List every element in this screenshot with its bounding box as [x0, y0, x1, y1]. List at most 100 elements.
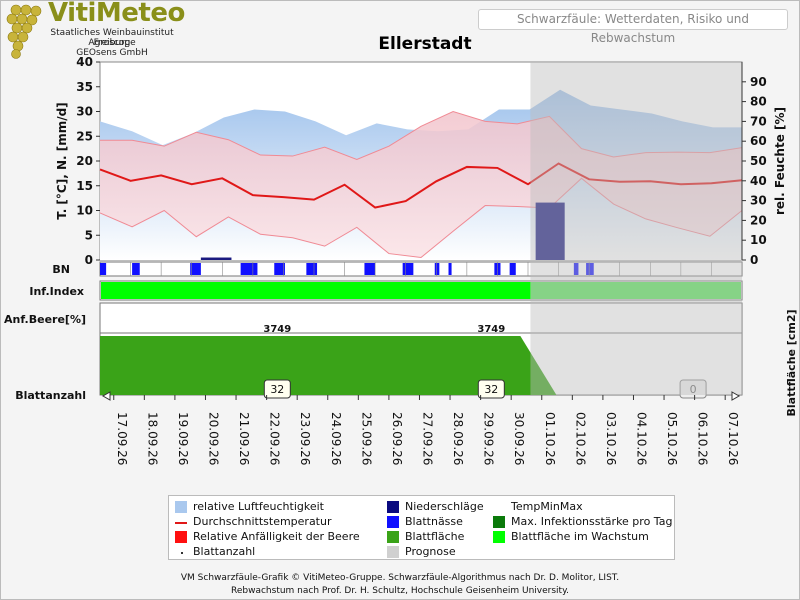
x-tick-label-22.09.26: 22.09.26	[268, 412, 282, 465]
x-tick-label-18.09.26: 18.09.26	[145, 412, 159, 465]
legend-swatch	[181, 552, 183, 554]
x-tick-label-27.09.26: 27.09.26	[420, 412, 434, 465]
right-tick-label-70: 70	[750, 114, 767, 128]
precipitation-bar-01.10.26	[535, 202, 565, 260]
leaf-wetness-segment	[573, 263, 579, 275]
temp-min-line	[99, 177, 743, 259]
left-tick-label-35: 35	[76, 80, 93, 94]
left-tick-label-10: 10	[76, 204, 93, 218]
leaf-count-badge	[477, 379, 505, 399]
leaf-count-badge	[263, 379, 291, 399]
vitimeteo-logo: VitiMeteo Staatliches Weinbauinstitut Fr…	[4, 0, 194, 62]
left-tick-label-25: 25	[76, 129, 93, 143]
legend-label: relative Luftfeuchtigkeit	[193, 500, 324, 513]
logo-line-2: Agroscope	[88, 38, 136, 48]
legend-swatch	[387, 516, 399, 528]
logo-line-3: GEOsens GmbH	[76, 48, 148, 58]
berry-susceptibility-row	[99, 302, 743, 334]
legend-label: Blattfläche	[405, 530, 465, 543]
chart-legend: relative Luftfeuchtigkeit Niederschläge Te…	[168, 495, 675, 560]
x-tick-label-23.09.26: 23.09.26	[298, 412, 312, 465]
row-label-infection-index: Inf.Index	[29, 285, 84, 298]
row-label-leaf-wetness: BN	[52, 263, 70, 276]
scroll-right-icon	[731, 391, 741, 401]
leaf-area-axis-label: Blattfläche [cm2]	[785, 309, 798, 416]
x-tick-label-26.09.26: 26.09.26	[390, 412, 404, 465]
x-tick-label-05.10.26: 05.10.26	[665, 412, 679, 465]
leaf-wetness-segment	[306, 263, 318, 275]
logo-line-1: Staatliches Weinbauinstitut Freiburg	[50, 28, 174, 48]
legend-swatch	[175, 531, 187, 543]
chart-title: Ellerstadt	[378, 34, 472, 54]
footer-line-1: VM Schwarzfäule-Grafik © VitiMeteo-Grupp…	[180, 573, 620, 583]
leaf-count-value: 0	[690, 383, 697, 396]
scroll-left-icon	[101, 391, 111, 401]
left-tick-label-15: 15	[76, 179, 93, 193]
left-tick-label-0: 0	[85, 253, 93, 267]
leaf-area-value-label: 3749	[477, 324, 505, 335]
right-tick-label-40: 40	[750, 174, 767, 188]
legend-swatch	[175, 522, 187, 524]
row-label-leaf-count: Blattanzahl	[15, 389, 86, 402]
prognosis-overlay-main	[530, 62, 742, 260]
x-tick-label-01.10.26: 01.10.26	[543, 412, 557, 465]
x-tick-label-24.09.26: 24.09.26	[329, 412, 343, 465]
right-tick-label-60: 60	[750, 134, 767, 148]
left-tick-label-40: 40	[76, 55, 93, 69]
x-tick-label-25.09.26: 25.09.26	[359, 412, 373, 465]
x-tick-label-29.09.26: 29.09.26	[482, 412, 496, 465]
legend-swatch	[493, 516, 505, 528]
leaf-wetness-segment	[100, 263, 107, 275]
leaf-wetness-segment	[364, 263, 376, 275]
x-tick-label-19.09.26: 19.09.26	[176, 412, 190, 465]
footer-line-2: Rebwachstum nach Prof. Dr. H. Schultz, H…	[231, 586, 569, 596]
x-tick-label-04.10.26: 04.10.26	[634, 412, 648, 465]
leaf-wetness-segment	[434, 263, 440, 275]
right-tick-label-10: 10	[750, 233, 767, 247]
left-tick-label-30: 30	[76, 105, 93, 119]
legend-swatch	[493, 531, 505, 543]
footer: VM Schwarzfäule-Grafik © VitiMeteo-Grupp…	[0, 572, 800, 598]
x-tick-label-06.10.26: 06.10.26	[696, 412, 710, 465]
right-tick-label-50: 50	[750, 154, 767, 168]
infection-index-bar-prognosis	[530, 282, 741, 299]
leaf-wetness-segment	[240, 263, 258, 275]
legend-label: Blattanzahl	[193, 545, 256, 558]
leaf-area-fill	[100, 336, 557, 395]
legend-label: TempMinMax	[511, 500, 583, 513]
legend-label: Blattfläche im Wachstum	[511, 530, 649, 543]
legend-swatch	[387, 501, 399, 513]
logo-title: VitiMeteo	[48, 0, 185, 28]
legend-label: Prognose	[405, 545, 456, 558]
legend-swatch	[387, 546, 399, 558]
legend-label: Blattnässe	[405, 515, 463, 528]
leaf-wetness-segment	[509, 263, 516, 275]
precipitation-bar-20.09.26	[200, 257, 232, 260]
x-tick-label-21.09.26: 21.09.26	[237, 412, 251, 465]
legend-label: Max. Infektionsstärke pro Tag	[511, 515, 673, 528]
leaf-area-value-label: 3749	[263, 324, 291, 335]
leaf-wetness-segment	[448, 263, 452, 275]
temp-minmax-band	[100, 111, 742, 258]
right-tick-label-20: 20	[750, 213, 767, 227]
x-tick-label-28.09.26: 28.09.26	[451, 412, 465, 465]
leaf-wetness-segment	[190, 263, 201, 275]
right-tick-label-0: 0	[750, 253, 758, 267]
x-tick-label-03.10.26: 03.10.26	[604, 412, 618, 465]
right-tick-label-90: 90	[750, 75, 767, 89]
x-tick-label-17.09.26: 17.09.26	[115, 412, 129, 465]
y-axis-left-label: T. [°C], N. [mm/d]	[55, 102, 69, 219]
legend-swatch	[175, 501, 187, 513]
row-label-berry-susceptibility: Anf.Beere[%]	[4, 313, 86, 326]
prognosis-overlay-lower	[530, 262, 742, 395]
left-tick-label-5: 5	[85, 228, 93, 242]
infection-index-bar	[101, 282, 531, 299]
legend-label: Durchschnittstemperatur	[193, 515, 332, 528]
right-tick-label-80: 80	[750, 95, 767, 109]
x-tick-label-30.09.26: 30.09.26	[512, 412, 526, 465]
leaf-count-badge	[679, 379, 707, 399]
grape-icon	[6, 4, 42, 59]
legend-label: Niederschläge	[405, 500, 484, 513]
temp-max-line	[100, 110, 743, 161]
